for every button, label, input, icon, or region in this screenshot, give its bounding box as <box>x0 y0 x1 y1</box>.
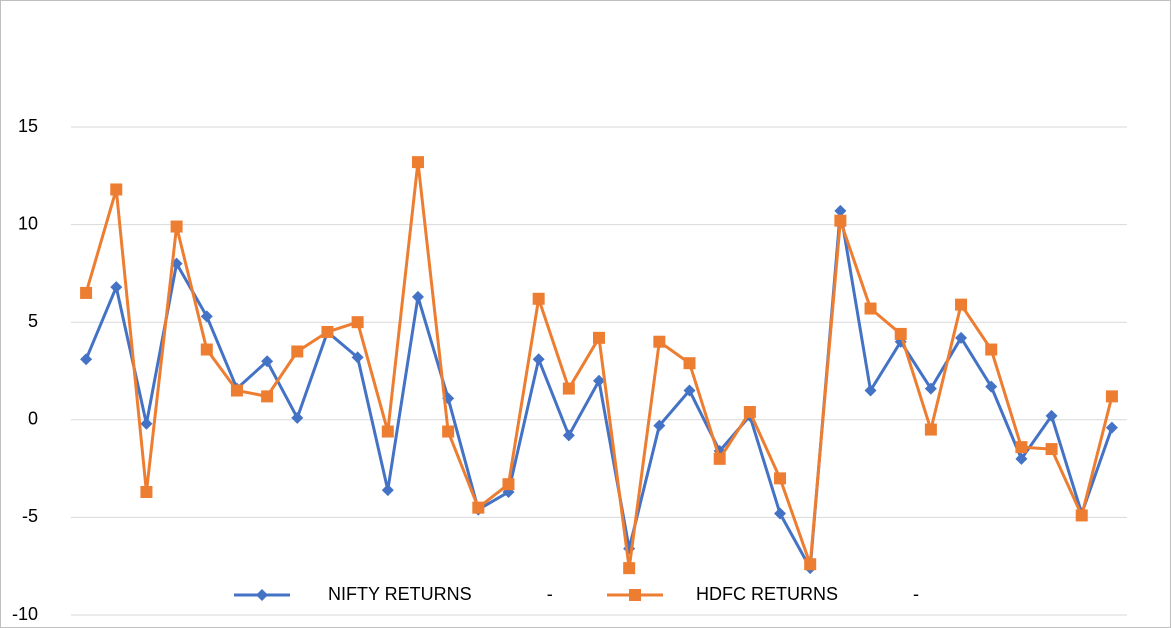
marker <box>502 478 515 491</box>
marker <box>985 343 998 356</box>
marker <box>230 384 243 397</box>
marker <box>110 281 123 294</box>
marker <box>381 425 394 438</box>
marker <box>955 331 968 344</box>
marker <box>140 486 153 499</box>
y-tick-label: 15 <box>18 116 38 136</box>
marker <box>623 562 636 575</box>
legend-label: NIFTY RETURNS - <box>328 584 553 604</box>
legend-marker <box>629 589 641 601</box>
y-tick-label: -10 <box>12 604 38 624</box>
marker <box>80 353 93 366</box>
marker <box>321 325 334 338</box>
legend-label: HDFC RETURNS - <box>696 584 919 604</box>
marker <box>713 452 726 465</box>
marker <box>261 355 274 368</box>
marker <box>924 382 937 395</box>
marker <box>864 384 877 397</box>
y-tick-label: -5 <box>22 506 38 526</box>
marker <box>653 419 666 432</box>
marker <box>1105 390 1118 403</box>
marker <box>411 290 424 303</box>
marker <box>200 310 213 323</box>
y-tick-label: 10 <box>18 213 38 233</box>
marker <box>985 380 998 393</box>
marker <box>532 353 545 366</box>
marker <box>170 220 183 233</box>
y-tick-label: 0 <box>28 409 38 429</box>
marker <box>411 156 424 169</box>
marker <box>110 183 123 196</box>
marker <box>261 390 274 403</box>
marker <box>924 423 937 436</box>
marker <box>291 411 304 424</box>
marker <box>1015 452 1028 465</box>
marker <box>200 343 213 356</box>
marker <box>1045 409 1058 422</box>
marker <box>381 484 394 497</box>
marker <box>593 374 605 387</box>
marker <box>1075 509 1088 522</box>
marker <box>1105 421 1118 434</box>
marker <box>80 286 93 299</box>
marker <box>894 327 907 340</box>
marker <box>743 405 756 418</box>
marker <box>593 331 605 344</box>
marker <box>683 384 696 397</box>
marker <box>140 417 153 430</box>
marker <box>653 335 666 348</box>
marker <box>351 316 364 329</box>
marker <box>774 472 787 485</box>
marker <box>532 292 545 305</box>
marker <box>804 558 817 571</box>
marker <box>834 204 847 217</box>
marker <box>774 507 787 520</box>
marker <box>562 382 575 395</box>
marker <box>683 357 696 370</box>
marker <box>351 351 364 364</box>
marker <box>955 298 968 311</box>
marker <box>442 425 455 438</box>
marker <box>472 501 485 514</box>
marker <box>864 302 877 315</box>
marker <box>1045 443 1058 456</box>
y-tick-label: 5 <box>28 311 38 331</box>
marker <box>1015 441 1028 454</box>
legend-marker <box>256 589 268 601</box>
marker <box>291 345 304 358</box>
marker <box>834 214 847 227</box>
marker <box>562 429 575 442</box>
